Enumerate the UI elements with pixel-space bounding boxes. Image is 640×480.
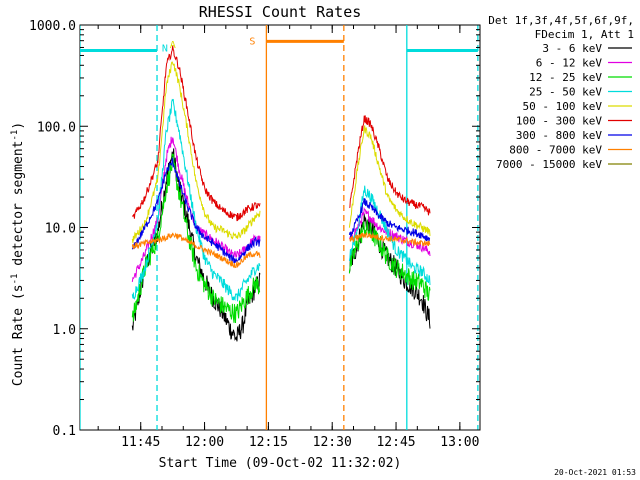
y-tick-label-4: 1000.0	[29, 19, 76, 34]
legend-header-line-2: FDecim 1, Att 1	[535, 28, 634, 41]
y-axis: 0.1 1.0 10.0 100.0 1000.0	[29, 19, 480, 439]
series-5-seg1	[131, 45, 261, 222]
chart-title: RHESSI Count Rates	[199, 3, 362, 21]
series-2-seg1	[131, 153, 261, 324]
legend-entry-3: 25 - 50 keV	[529, 86, 602, 99]
legend-entry-0: 3 - 6 keV	[542, 42, 602, 55]
y-axis-label-main: Count Rate (s	[11, 284, 26, 386]
legend-entry-8: 7000 - 15000 keV	[496, 158, 602, 171]
x-axis-label: Start Time (09-Oct-02 11:32:02)	[159, 456, 402, 471]
series-4-seg1	[131, 61, 261, 244]
y-axis-label: Count Rate (s-1 detector segment-1)	[10, 122, 26, 386]
series-0-seg2	[348, 213, 431, 329]
x-tick-label-1: 12:00	[185, 435, 224, 450]
legend-entry-7: 800 - 7000 keV	[509, 144, 602, 157]
series-4-seg2	[348, 125, 431, 236]
legend-entry-1: 6 - 12 keV	[536, 57, 603, 70]
saa-marker-label: S	[249, 37, 255, 48]
y-axis-label-end: )	[11, 122, 26, 130]
attenuator-flag-label: A	[170, 40, 176, 51]
x-axis: 11:45 12:00 12:15 12:30 12:45 13:00	[97, 25, 479, 450]
y-axis-label-sup1: -1	[10, 274, 20, 285]
x-tick-label-5: 13:00	[440, 435, 479, 450]
series-5-seg2	[349, 115, 431, 216]
series-6-seg1	[131, 156, 261, 264]
night-marker-label: N	[162, 43, 168, 54]
series-2-seg2	[348, 220, 431, 301]
x-tick-label-3: 12:30	[313, 435, 352, 450]
series-6-seg2	[348, 198, 431, 243]
footer-timestamp: 20-Oct-2021 01:53	[554, 468, 636, 477]
series-3-seg2	[348, 185, 431, 286]
y-tick-label-2: 10.0	[45, 222, 76, 237]
series-3-seg1	[131, 98, 261, 302]
y-axis-label-sup2: -1	[10, 130, 20, 141]
x-tick-label-4: 12:45	[376, 435, 415, 450]
legend: Det 1f,3f,4f,5f,6f,9f, FDecim 1, Att 1 3…	[488, 14, 634, 171]
legend-entry-6: 300 - 800 keV	[516, 129, 602, 142]
y-tick-label-1: 1.0	[53, 323, 76, 338]
x-tick-label-2: 12:15	[249, 435, 288, 450]
y-tick-label-0: 0.1	[53, 424, 76, 439]
legend-header-line-1: Det 1f,3f,4f,5f,6f,9f,	[488, 14, 634, 27]
y-axis-label-mid: detector segment	[11, 141, 26, 274]
y-tick-label-3: 100.0	[37, 120, 76, 135]
legend-entry-4: 50 - 100 keV	[523, 100, 603, 113]
legend-entry-2: 12 - 25 keV	[529, 71, 602, 84]
series-7-seg1	[131, 232, 261, 269]
series-7-seg2	[349, 231, 431, 247]
x-tick-label-0: 11:45	[121, 435, 160, 450]
legend-entry-5: 100 - 300 keV	[516, 115, 602, 128]
